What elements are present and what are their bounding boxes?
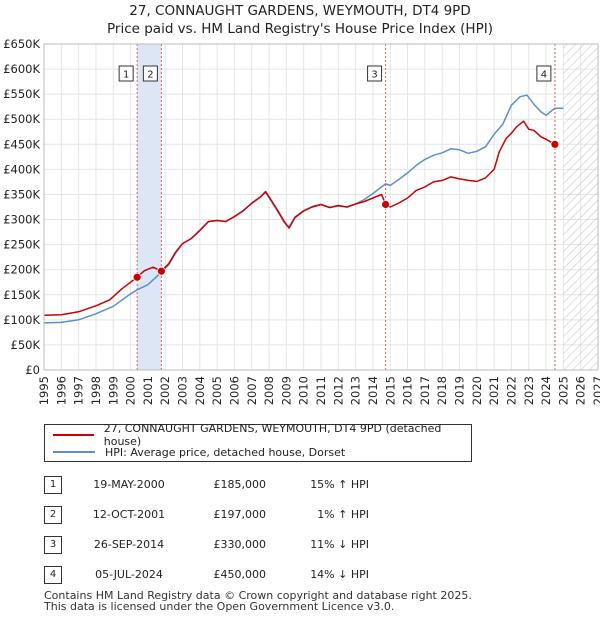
- y-tick-label: £350K: [3, 187, 40, 201]
- property-price-line: [43, 120, 556, 317]
- x-tick-label: 1996: [54, 376, 68, 405]
- x-tick-label: 2024: [539, 376, 553, 405]
- x-tick-label: 2014: [366, 376, 380, 405]
- x-tick-label: 2021: [487, 376, 501, 405]
- table-row: 2 12-OCT-2001 £197,000 1% ↑ HPI: [44, 506, 464, 526]
- legend-label-hpi: HPI: Average price, detached house, Dors…: [105, 445, 346, 459]
- legend-swatch-hpi: [53, 451, 95, 453]
- sale-point: [381, 200, 390, 209]
- x-tick-label: 2026: [574, 376, 588, 405]
- footer-attribution: Contains HM Land Registry data © Crown c…: [44, 590, 472, 612]
- x-tick-label: 2017: [418, 376, 432, 405]
- x-tick-label: 2027: [591, 376, 600, 405]
- x-tick-label: 2011: [314, 376, 328, 405]
- x-tick-label: 1998: [89, 376, 103, 405]
- x-tick-label: 2000: [124, 376, 138, 405]
- sale-date: 19-MAY-2000: [93, 478, 165, 491]
- y-tick-label: £550K: [3, 87, 40, 101]
- sale-number-badge: 1: [44, 476, 62, 494]
- sale-date: 12-OCT-2001: [92, 508, 166, 521]
- sale-price: £450,000: [213, 568, 267, 581]
- x-tick-label: 2002: [158, 376, 172, 405]
- x-tick-label: 2018: [435, 376, 449, 405]
- x-tick-label: 1999: [106, 376, 120, 405]
- x-tick-label: 2012: [331, 376, 345, 405]
- chart-legend: 27, CONNAUGHT GARDENS, WEYMOUTH, DT4 9PD…: [44, 422, 472, 462]
- y-tick-label: £650K: [3, 37, 40, 51]
- sale-date: 26-SEP-2014: [93, 538, 165, 551]
- table-row: 1 19-MAY-2000 £185,000 15% ↑ HPI: [44, 476, 464, 496]
- sale-label: 1: [123, 70, 129, 81]
- x-tick-label: 1997: [72, 376, 86, 405]
- sale-price: £185,000: [213, 478, 267, 491]
- sale-number-badge: 3: [44, 536, 62, 554]
- x-tick-label: 2016: [401, 376, 415, 405]
- legend-swatch-property: [53, 434, 94, 436]
- sale-label: 3: [371, 70, 377, 81]
- y-tick-label: £250K: [3, 238, 40, 252]
- x-tick-label: 1995: [37, 376, 51, 405]
- x-tick-label: 2008: [262, 376, 276, 405]
- x-tick-label: 2023: [522, 376, 536, 405]
- future-hatch-region: [563, 44, 598, 370]
- sale-label-box: [142, 65, 158, 82]
- sale-number-badge: 2: [44, 506, 62, 524]
- sale-number-badge: 4: [44, 566, 62, 584]
- sale-label: 4: [541, 70, 547, 81]
- sale-point: [156, 266, 166, 276]
- sale-hpi-diff: 11% ↓ HPI: [310, 538, 369, 551]
- sale-hpi-diff: 15% ↑ HPI: [310, 478, 369, 491]
- x-tick-label: 2009: [279, 376, 293, 405]
- chart-title: 27, CONNAUGHT GARDENS, WEYMOUTH, DT4 9PD…: [0, 2, 600, 38]
- y-tick-label: £450K: [3, 137, 40, 151]
- sale-label-box: [118, 65, 134, 82]
- sale-point: [550, 139, 560, 149]
- table-row: 4 05-JUL-2024 £450,000 14% ↓ HPI: [44, 566, 464, 586]
- x-tick-label: 2019: [453, 376, 467, 405]
- y-tick-label: £0: [25, 363, 40, 377]
- footer-line-2: This data is licensed under the Open Gov…: [44, 600, 395, 613]
- title-line-1: 27, CONNAUGHT GARDENS, WEYMOUTH, DT4 9PD: [129, 3, 471, 19]
- y-tick-label: £100K: [3, 313, 40, 327]
- sale-point: [132, 272, 142, 282]
- y-tick-label: £500K: [3, 112, 40, 126]
- legend-label-property: 27, CONNAUGHT GARDENS, WEYMOUTH, DT4 9PD…: [103, 422, 442, 448]
- table-row: 3 26-SEP-2014 £330,000 11% ↓ HPI: [44, 536, 464, 556]
- title-line-2: Price paid vs. HM Land Registry's House …: [107, 21, 493, 37]
- x-tick-label: 2005: [210, 376, 224, 405]
- sale-label-box: [367, 65, 383, 82]
- y-tick-label: £200K: [3, 263, 40, 277]
- sale-label: 2: [147, 70, 153, 81]
- x-tick-label: 2025: [556, 376, 570, 405]
- sale-price: £197,000: [213, 508, 267, 521]
- y-tick-label: £50K: [11, 338, 41, 352]
- sale-price: £330,000: [213, 538, 267, 551]
- footer-line-1: Contains HM Land Registry data © Crown c…: [44, 589, 472, 602]
- x-tick-label: 2010: [297, 376, 311, 405]
- x-tick-label: 2022: [504, 376, 518, 405]
- price-chart: 1 2 3 4 £0 £50K £100K £150K £200K £250K £300K £350…: [3, 37, 600, 405]
- sale-label-box: [536, 65, 552, 82]
- y-tick-label: £600K: [3, 62, 40, 76]
- sale-period-band: [137, 44, 162, 370]
- x-tick-label: 2013: [349, 376, 363, 405]
- sale-hpi-diff: 1% ↑ HPI: [317, 508, 369, 521]
- x-tick-label: 2015: [383, 376, 397, 405]
- y-tick-label: £300K: [3, 213, 40, 227]
- x-tick-label: 2007: [245, 376, 259, 405]
- x-tick-label: 2001: [141, 376, 155, 405]
- legend-item-property: 27, CONNAUGHT GARDENS, WEYMOUTH, DT4 9PD…: [53, 422, 471, 448]
- x-tick-label: 2006: [227, 376, 241, 405]
- y-tick-label: £400K: [3, 162, 40, 176]
- x-tick-label: 2020: [470, 376, 484, 405]
- legend-item-hpi: HPI: Average price, detached house, Dors…: [53, 444, 345, 460]
- y-tick-label: £150K: [3, 288, 40, 302]
- sale-hpi-diff: 14% ↓ HPI: [310, 568, 369, 581]
- sale-date: 05-JUL-2024: [95, 568, 163, 581]
- plot-frame: [43, 43, 599, 371]
- x-tick-label: 2004: [193, 376, 207, 405]
- x-tick-label: 2003: [176, 376, 190, 405]
